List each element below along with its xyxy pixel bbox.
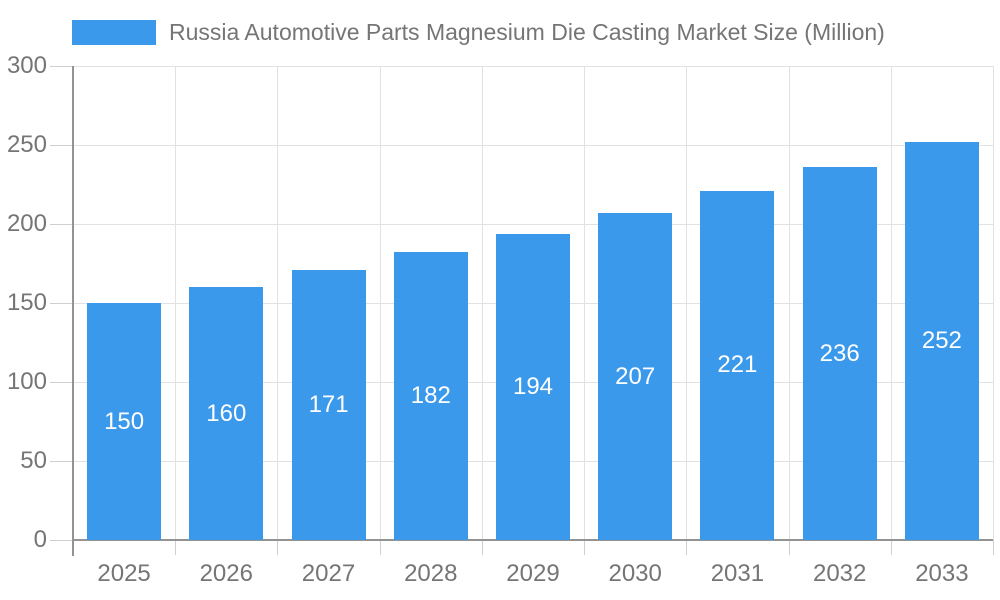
x-axis-tick	[175, 540, 176, 555]
y-axis-tick	[50, 66, 73, 67]
y-tick-label: 150	[6, 289, 47, 316]
v-gridline	[380, 66, 381, 540]
bar[interactable]	[598, 212, 673, 540]
y-axis-tick	[50, 145, 73, 146]
bar-value-label: 160	[206, 399, 247, 427]
y-tick-label: 300	[6, 52, 47, 79]
bar-value-label: 236	[819, 339, 860, 367]
x-axis-tick	[993, 540, 994, 555]
y-axis-tick	[50, 303, 73, 304]
legend-item[interactable]: Russia Automotive Parts Magnesium Die Ca…	[72, 17, 885, 47]
x-tick-label: 2033	[915, 560, 969, 587]
bar[interactable]	[87, 303, 162, 540]
y-axis-tick	[50, 540, 73, 541]
y-axis-tick	[50, 382, 73, 383]
h-gridline	[73, 66, 993, 67]
bar-value-label: 182	[410, 382, 451, 410]
x-tick-label: 2027	[301, 560, 356, 587]
y-tick-label: 50	[20, 447, 47, 474]
x-tick-label: 2032	[812, 560, 867, 587]
x-axis-tick	[277, 540, 278, 555]
x-axis-tick	[686, 540, 687, 555]
x-axis-line	[73, 539, 993, 541]
v-gridline	[584, 66, 585, 540]
bar-value-label: 207	[615, 362, 656, 390]
x-tick-label: 2029	[506, 560, 560, 587]
bar[interactable]	[496, 233, 570, 540]
bar[interactable]	[904, 141, 979, 540]
y-tick-label: 250	[6, 131, 47, 158]
bar[interactable]	[700, 190, 775, 540]
legend-label: Russia Automotive Parts Magnesium Die Ca…	[169, 18, 885, 45]
x-axis-tick	[380, 540, 381, 555]
v-gridline	[482, 66, 483, 540]
bar-value-label: 171	[308, 390, 349, 418]
bar[interactable]	[802, 167, 877, 540]
v-gridline	[993, 66, 994, 540]
v-gridline	[686, 66, 687, 540]
bar-value-label: 221	[717, 351, 758, 379]
h-gridline	[73, 224, 993, 225]
bar-value-label: 194	[512, 372, 554, 400]
v-gridline	[789, 66, 790, 540]
y-tick-label: 100	[6, 368, 47, 395]
bar-value-label: 252	[921, 326, 962, 354]
v-gridline	[277, 66, 278, 540]
y-axis-tick	[50, 224, 73, 225]
y-tick-label: 0	[33, 526, 47, 553]
x-axis-tick	[482, 540, 483, 555]
bar[interactable]	[189, 287, 264, 540]
v-gridline	[175, 66, 176, 540]
legend-swatch-icon	[72, 19, 156, 45]
x-axis-tick	[584, 540, 585, 555]
x-tick-label: 2031	[710, 560, 765, 587]
y-tick-label: 200	[6, 210, 47, 237]
x-tick-label: 2028	[404, 560, 458, 587]
x-tick-label: 2030	[608, 560, 662, 587]
bar[interactable]	[291, 269, 366, 540]
bar-value-label: 150	[104, 407, 145, 435]
bar[interactable]	[393, 252, 468, 540]
y-axis-tick	[50, 461, 73, 462]
h-gridline	[73, 145, 993, 146]
v-gridline	[891, 66, 892, 540]
x-tick-label: 2025	[97, 560, 151, 587]
x-tick-label: 2026	[199, 560, 253, 587]
y-axis-line	[72, 66, 74, 556]
x-axis-tick	[789, 540, 790, 555]
x-axis-tick	[891, 540, 892, 555]
